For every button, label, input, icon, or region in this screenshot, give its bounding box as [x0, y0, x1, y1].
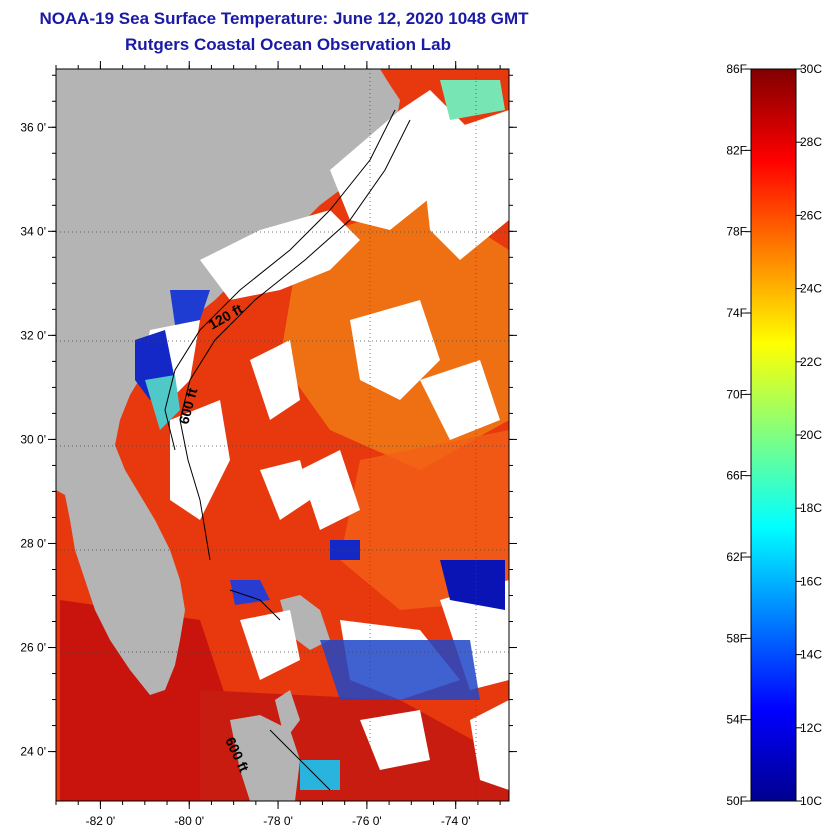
- map-border: [55, 68, 510, 802]
- colorbar-c-label: 14C: [800, 648, 822, 662]
- colorbar-f-label: 66F: [726, 469, 747, 483]
- lat-label: 30 0': [20, 432, 46, 446]
- colorbar: 86F 82F 78F 74F 70F 66F 62F 58F 54F 50F 30C 28C 26C…: [726, 62, 822, 808]
- colorbar-c-label: 30C: [800, 62, 822, 76]
- lat-label: 24 0': [20, 745, 46, 759]
- colorbar-c-label: 28C: [800, 135, 822, 149]
- map-frame: [55, 68, 510, 802]
- colorbar-f-label: 86F: [726, 62, 747, 76]
- map-title: NOAA-19 Sea Surface Temperature: June 12…: [39, 9, 529, 28]
- lon-label: -82 0': [86, 814, 116, 828]
- colorbar-f-label: 82F: [726, 143, 747, 157]
- lon-label: -80 0': [174, 814, 204, 828]
- colorbar-bar: [750, 68, 797, 802]
- lat-label: 36 0': [20, 120, 46, 134]
- colorbar-f-label: 70F: [726, 387, 747, 401]
- map-subtitle: Rutgers Coastal Ocean Observation Lab: [125, 35, 451, 54]
- colorbar-c-label: 26C: [800, 208, 822, 222]
- colorbar-f-label: 54F: [726, 713, 747, 727]
- lon-label: -78 0': [263, 814, 293, 828]
- lat-label: 32 0': [20, 328, 46, 342]
- land-bahamas-2: [275, 690, 300, 740]
- lon-label: -74 0': [441, 814, 471, 828]
- colorbar-c-label: 18C: [800, 501, 822, 515]
- colorbar-c-label: 24C: [800, 282, 822, 296]
- bathymetry-contours: [164, 109, 411, 791]
- cool-water-patches: [135, 80, 505, 790]
- latitude-axis: 36 0' 34 0' 32 0' 30 0' 28 0' 26 0' 24 0': [20, 74, 517, 759]
- colorbar-c-label: 10C: [800, 794, 822, 808]
- lat-label: 26 0': [20, 641, 46, 655]
- colorbar-f-label: 78F: [726, 225, 747, 239]
- longitude-axis: -82 0' -80 0' -78 0' -76 0' -74 0': [55, 61, 501, 828]
- land-us-coast: [56, 69, 400, 695]
- lat-label: 28 0': [20, 536, 46, 550]
- colorbar-fahrenheit-labels: 86F 82F 78F 74F 70F 66F 62F 58F 54F 50F: [726, 62, 751, 808]
- cloud-cover: [140, 90, 509, 790]
- colorbar-c-label: 16C: [800, 574, 822, 588]
- colorbar-f-label: 74F: [726, 306, 747, 320]
- colorbar-f-label: 50F: [726, 794, 747, 808]
- colorbar-c-label: 20C: [800, 428, 822, 442]
- colorbar-f-label: 62F: [726, 550, 747, 564]
- lat-label: 34 0': [20, 224, 46, 238]
- colorbar-f-label: 58F: [726, 631, 747, 645]
- land-cuba: [230, 715, 300, 801]
- colorbar-c-label: 12C: [800, 721, 822, 735]
- colorbar-c-label: 22C: [800, 355, 822, 369]
- colorbar-celsius-labels: 30C 28C 26C 24C 22C 20C 18C 16C 14C 12C 10C: [796, 62, 822, 808]
- lon-label: -76 0': [352, 814, 382, 828]
